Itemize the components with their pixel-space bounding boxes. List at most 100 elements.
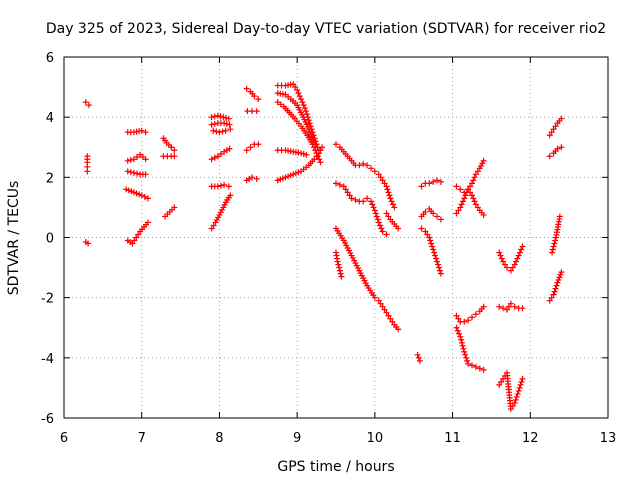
data-point — [381, 306, 388, 313]
data-point — [502, 261, 509, 268]
series-arc-29 — [333, 225, 402, 333]
data-point — [385, 213, 392, 220]
data-point — [519, 375, 526, 382]
data-point — [387, 315, 394, 322]
series-arc-17 — [208, 192, 234, 232]
data-point — [305, 117, 312, 124]
series-arc-41 — [496, 300, 526, 313]
x-tick-label: 10 — [367, 431, 384, 446]
data-point — [247, 144, 254, 151]
data-point — [384, 186, 391, 193]
data-point — [253, 175, 260, 182]
series-arc-20 — [243, 141, 262, 154]
data-point — [464, 357, 471, 364]
data-point — [437, 270, 444, 277]
series-arc-12 — [208, 112, 232, 122]
data-point — [416, 357, 423, 364]
series-arc-45 — [549, 213, 563, 256]
data-point — [550, 243, 557, 250]
data-point — [300, 102, 307, 109]
data-point — [546, 153, 553, 160]
data-point — [223, 114, 230, 121]
data-point — [377, 222, 384, 229]
data-point — [471, 198, 478, 205]
data-point — [511, 303, 518, 310]
data-point — [457, 333, 464, 340]
y-tick-label: -2 — [41, 292, 54, 307]
data-point — [558, 115, 565, 122]
data-point — [306, 120, 313, 127]
data-point — [379, 303, 386, 310]
series-arc-26 — [274, 144, 326, 184]
data-point — [414, 351, 421, 358]
series-arc-32 — [414, 351, 423, 364]
data-point — [552, 123, 559, 130]
data-point — [171, 147, 178, 154]
x-tick-label: 7 — [138, 431, 146, 446]
series-arc-06 — [124, 168, 149, 178]
data-point — [130, 156, 137, 163]
data-point — [385, 312, 392, 319]
data-point — [210, 127, 217, 134]
data-point — [395, 225, 402, 232]
data-point — [249, 174, 256, 181]
data-point — [309, 141, 316, 148]
data-point — [383, 210, 390, 217]
data-point — [467, 189, 474, 196]
data-point — [509, 264, 516, 271]
data-point — [138, 192, 145, 199]
series-arc-08 — [124, 219, 151, 247]
data-point — [554, 145, 561, 152]
data-point — [555, 276, 562, 283]
data-point — [546, 297, 553, 304]
data-point — [82, 99, 89, 106]
data-point — [373, 213, 380, 220]
data-point — [427, 237, 434, 244]
data-point — [455, 315, 462, 322]
data-point — [551, 240, 558, 247]
x-tick-label: 12 — [522, 431, 539, 446]
data-point — [303, 151, 310, 158]
data-point — [142, 171, 149, 178]
data-point — [141, 193, 148, 200]
data-point — [227, 126, 234, 133]
data-point — [459, 198, 466, 205]
data-point — [465, 186, 472, 193]
data-point — [458, 339, 465, 346]
data-point — [301, 105, 308, 112]
data-point — [127, 157, 134, 164]
series-arc-09 — [160, 135, 178, 154]
data-point — [336, 264, 343, 271]
data-point — [436, 267, 443, 274]
series-arc-10 — [160, 153, 178, 160]
data-point — [277, 101, 284, 108]
data-point — [129, 240, 136, 247]
data-point — [553, 282, 560, 289]
data-point — [507, 300, 514, 307]
data-point — [418, 225, 425, 232]
series-arc-30 — [333, 249, 345, 280]
data-point — [216, 129, 223, 136]
chart-title: Day 325 of 2023, Sidereal Day-to-day VTE… — [46, 21, 606, 37]
data-point — [518, 246, 525, 253]
data-point — [386, 192, 393, 199]
series-arc-19 — [244, 108, 260, 115]
data-point — [476, 365, 483, 372]
data-point — [208, 114, 215, 121]
data-point — [134, 154, 141, 161]
x-tick-label: 13 — [600, 431, 617, 446]
data-point — [456, 330, 463, 337]
data-point — [462, 351, 469, 358]
data-point — [356, 162, 363, 169]
data-point — [415, 354, 422, 361]
data-point — [221, 120, 228, 127]
data-point — [385, 189, 392, 196]
data-point — [387, 195, 394, 202]
data-point — [437, 178, 444, 185]
data-point — [338, 273, 345, 280]
series-arc-39 — [453, 324, 487, 373]
data-point — [556, 274, 563, 281]
data-point — [518, 378, 525, 385]
data-point — [310, 144, 317, 151]
data-point — [430, 246, 437, 253]
